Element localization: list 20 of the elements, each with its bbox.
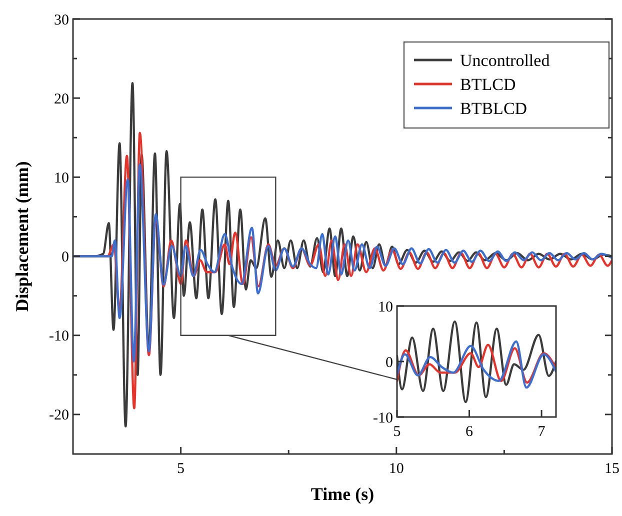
- y-tick-label: -10: [49, 328, 69, 345]
- y-tick-label: 10: [54, 170, 69, 186]
- y-tick-label: 30: [54, 12, 69, 28]
- y-tick-label: -20: [49, 408, 69, 424]
- x-tick-label: 10: [388, 461, 404, 477]
- y-tick-label: 10: [378, 299, 393, 316]
- x-tick-label: 5: [177, 461, 185, 477]
- y-tick-label: 20: [54, 91, 69, 108]
- x-tick-label: 5: [393, 424, 401, 440]
- x-tick-label: 6: [466, 424, 474, 440]
- x-tick-label: 15: [604, 461, 620, 477]
- y-tick-label: 0: [386, 354, 393, 371]
- legend-label: BTLCD: [460, 75, 516, 94]
- y-tick-label: -10: [373, 410, 393, 426]
- legend-label: BTBLCD: [460, 99, 528, 118]
- y-axis-title: Displacement (mm): [12, 161, 32, 312]
- x-tick-label: 7: [538, 424, 546, 440]
- y-tick-label: 0: [62, 250, 69, 266]
- legend-label: Uncontrolled: [460, 51, 550, 70]
- x-axis-title: Time (s): [310, 484, 374, 504]
